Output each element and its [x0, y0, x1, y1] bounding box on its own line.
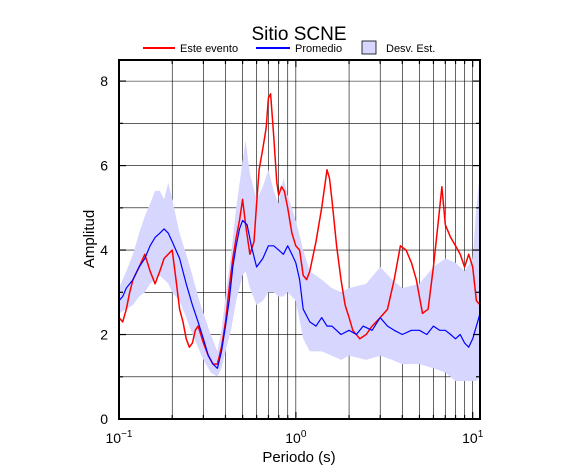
y-tick-label: 4 — [100, 242, 108, 258]
chart-title: Sitio SCNE — [251, 24, 346, 45]
y-tick-label: 8 — [100, 73, 108, 89]
series-line-este-evento — [118, 93, 481, 365]
y-tick-label: 6 — [100, 158, 108, 174]
y-tick-label: 0 — [100, 411, 108, 427]
plot-frame — [118, 59, 481, 420]
series-line-promedio — [118, 219, 481, 369]
legend-label-este-evento: Este evento — [180, 43, 238, 55]
legend-label-desv-est: Desv. Est. — [386, 43, 435, 55]
x-tick-label: 100 — [285, 429, 307, 446]
x-tick-label: 101 — [462, 429, 484, 446]
x-tick-label: 10−1 — [106, 429, 133, 446]
legend-swatch-desv-est — [361, 40, 377, 55]
x-axis-label: Periodo (s) — [262, 449, 335, 466]
std-dev-band — [119, 140, 480, 381]
y-axis-label: Amplitud — [81, 210, 98, 268]
legend-label-promedio: Promedio — [295, 43, 342, 55]
y-axis: 0 2 4 6 8 — [100, 73, 480, 427]
legend: Este evento Promedio Desv. Est. — [143, 40, 435, 55]
y-tick-label: 2 — [100, 327, 108, 343]
